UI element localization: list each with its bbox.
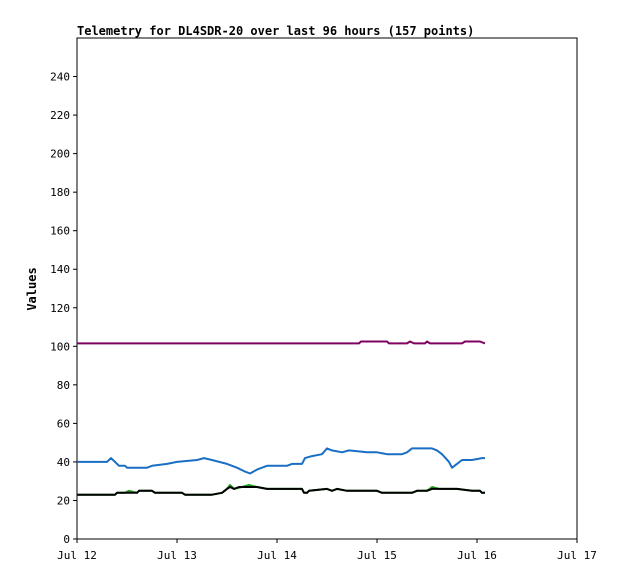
x-tick-label: Jul 12 [57,549,97,562]
x-tick-label: Jul 16 [457,549,497,562]
y-tick-label: 80 [57,379,70,392]
y-tick-label: 180 [50,186,70,199]
x-axis-ticks: Jul 12 Jul 13 Jul 14 Jul 15 Jul 16 Jul 17 [57,539,597,562]
y-tick-label: 160 [50,225,70,238]
plot-area [76,37,578,540]
y-tick-label: 220 [50,109,70,122]
y-tick-label: 40 [57,456,70,469]
y-tick-label: 200 [50,148,70,161]
x-tick-label: Jul 14 [257,549,297,562]
y-tick-label: 0 [63,533,70,546]
x-tick-label: Jul 17 [557,549,597,562]
y-axis-label: Values [25,267,39,310]
y-tick-label: 140 [50,263,70,276]
series-line-1 [77,340,486,345]
y-tick-label: 60 [57,417,70,430]
x-tick-label: Jul 13 [157,549,197,562]
series-line-2 [77,447,485,475]
y-tick-label: 120 [50,302,70,315]
y-axis-ticks: 0 20 40 60 80 100 120 140 160 180 200 220 240 [50,71,77,546]
y-tick-label: 20 [57,494,70,507]
series-line-4 [77,486,485,496]
x-tick-label: Jul 15 [357,549,397,562]
chart-title: Telemetry for DL4SDR-20 over last 96 hou… [77,24,474,38]
series-layer [77,340,486,496]
y-tick-label: 100 [50,340,70,353]
y-tick-label: 240 [50,71,70,84]
